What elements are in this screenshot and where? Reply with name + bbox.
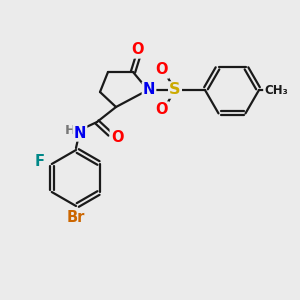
Text: O: O xyxy=(111,130,123,145)
Text: O: O xyxy=(132,43,144,58)
Text: F: F xyxy=(35,154,45,169)
Text: CH₃: CH₃ xyxy=(264,83,288,97)
Text: O: O xyxy=(156,62,168,77)
Text: H: H xyxy=(64,124,76,137)
Text: N: N xyxy=(143,82,155,98)
Text: Br: Br xyxy=(67,209,85,224)
Text: S: S xyxy=(169,82,181,98)
Text: N: N xyxy=(74,125,86,140)
Text: O: O xyxy=(156,103,168,118)
